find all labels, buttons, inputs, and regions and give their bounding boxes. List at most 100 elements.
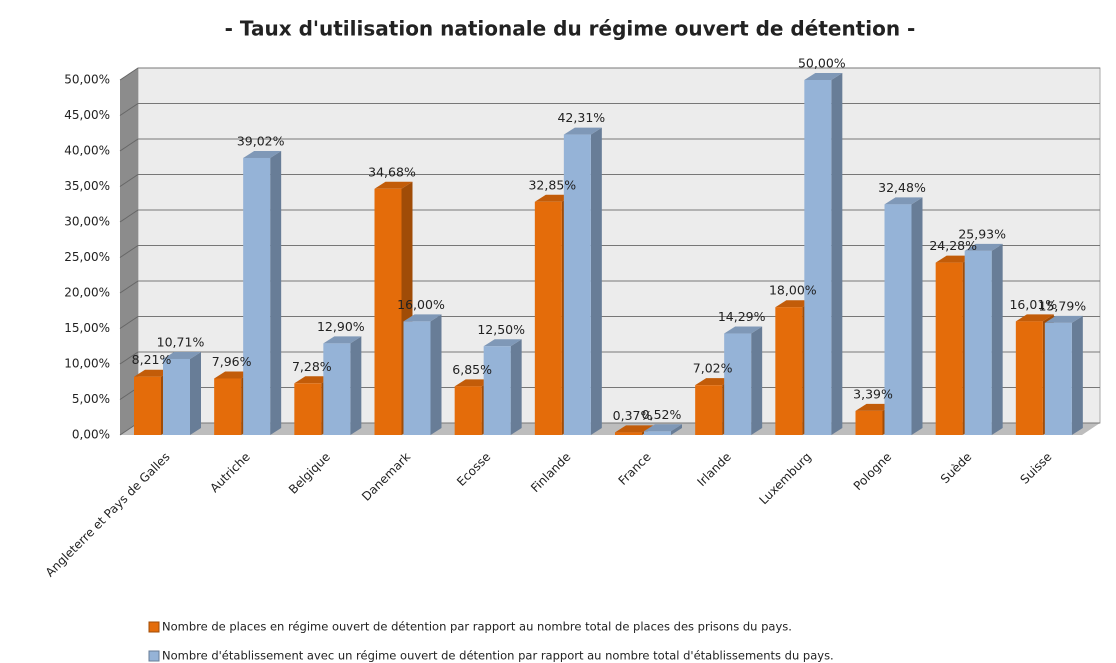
x-tick-label: Pologne	[851, 450, 894, 493]
bar	[454, 386, 482, 435]
x-tick-label: Suède	[938, 450, 974, 486]
bar-side	[510, 339, 522, 435]
bar-side	[270, 150, 282, 435]
grid-line-side	[119, 245, 139, 258]
data-label: 0,52%	[642, 407, 682, 422]
x-tick-label: Autriche	[207, 450, 253, 496]
bar-side	[590, 127, 602, 435]
bar	[1015, 321, 1043, 435]
y-tick-label: 30,00%	[64, 215, 110, 229]
data-label: 39,02%	[237, 133, 285, 148]
bar	[775, 307, 803, 435]
data-label: 34,68%	[368, 164, 416, 179]
x-tick-label: Ecosse	[454, 450, 493, 489]
legend-label: Nombre d'établissement avec un régime ou…	[162, 649, 834, 663]
legend-swatch	[148, 621, 160, 633]
data-label: 24,28%	[929, 238, 977, 253]
bar-top	[935, 255, 974, 263]
bar-top	[163, 351, 201, 359]
y-tick-label: 20,00%	[64, 286, 110, 300]
bar-side	[430, 314, 442, 435]
bar-top	[884, 197, 923, 205]
bar-side	[751, 326, 763, 435]
data-label: 7,96%	[212, 354, 252, 369]
y-tick-label: 5,00%	[72, 392, 110, 406]
bar-side	[991, 243, 1003, 435]
data-label: 0,37%	[613, 408, 653, 423]
bar	[1044, 322, 1072, 435]
y-tick-label: 40,00%	[64, 144, 110, 158]
grid-line-side	[119, 280, 139, 294]
grid-line-side	[119, 316, 139, 329]
data-label: 6,85%	[452, 362, 492, 377]
grid-line-side	[119, 351, 139, 365]
data-label: 42,31%	[557, 110, 605, 125]
bar-top	[615, 425, 653, 433]
bar-top	[855, 403, 894, 411]
bar	[483, 346, 511, 435]
data-label: 32,85%	[528, 177, 576, 192]
bar-top	[563, 127, 602, 135]
grid-line-side	[119, 67, 139, 81]
y-tick-label: 50,00%	[64, 73, 110, 87]
y-tick-label: 25,00%	[64, 250, 110, 264]
bar-top	[644, 424, 682, 432]
data-label: 16,01%	[1009, 297, 1057, 312]
bar	[403, 321, 431, 435]
floor	[120, 423, 1100, 435]
bar-top	[964, 243, 1003, 251]
y-tick-label: 45,00%	[64, 108, 110, 122]
data-label: 15,79%	[1038, 298, 1086, 313]
bar	[134, 376, 161, 435]
legend-label: Nombre de places en régime ouvert de dét…	[162, 620, 792, 634]
data-label: 14,29%	[718, 309, 766, 324]
bar-top	[775, 300, 814, 308]
bar-top	[1015, 314, 1054, 322]
bar	[374, 188, 402, 435]
bar	[534, 201, 562, 435]
bar-top	[1044, 315, 1083, 323]
bar	[804, 80, 832, 435]
y-tick-label: 15,00%	[64, 321, 110, 335]
x-tick-label: Irlande	[694, 450, 733, 489]
bar-top	[374, 181, 413, 189]
data-label: 25,93%	[958, 226, 1006, 241]
legend-swatch	[148, 650, 160, 662]
bar-top	[403, 314, 442, 322]
x-tick-label: Luxemburg	[756, 450, 814, 508]
data-label: 3,39%	[853, 386, 893, 401]
bar	[294, 383, 322, 435]
bar-top	[534, 194, 573, 202]
x-tick-label: Danemark	[359, 450, 413, 504]
bar-side	[831, 73, 843, 435]
bar	[855, 410, 883, 435]
bar-side	[1071, 315, 1083, 435]
data-label: 16,00%	[397, 297, 445, 312]
y-tick-label: 10,00%	[64, 357, 110, 371]
x-tick-label: Suisse	[1017, 450, 1054, 487]
bar-top	[243, 150, 282, 158]
bar-side	[190, 351, 201, 435]
data-label: 7,28%	[292, 359, 332, 374]
data-label: 10,71%	[157, 334, 205, 349]
bar	[563, 134, 591, 435]
x-tick-label: Finlande	[528, 450, 573, 495]
data-label: 7,02%	[693, 361, 733, 376]
grid-line-side	[119, 209, 139, 223]
bar	[644, 431, 671, 435]
bar	[214, 378, 242, 435]
bar	[884, 204, 912, 435]
bar-top	[134, 369, 172, 377]
x-tick-label: Belgique	[286, 450, 333, 497]
bar-side	[671, 424, 682, 435]
bar-side	[350, 336, 362, 435]
data-label: 12,50%	[477, 322, 525, 337]
bar-top	[454, 379, 493, 387]
bar-top	[323, 336, 362, 344]
bar	[243, 157, 271, 435]
data-label: 32,48%	[878, 180, 926, 195]
bar-top	[483, 339, 522, 347]
bar-top	[214, 371, 253, 379]
bar	[935, 262, 963, 435]
